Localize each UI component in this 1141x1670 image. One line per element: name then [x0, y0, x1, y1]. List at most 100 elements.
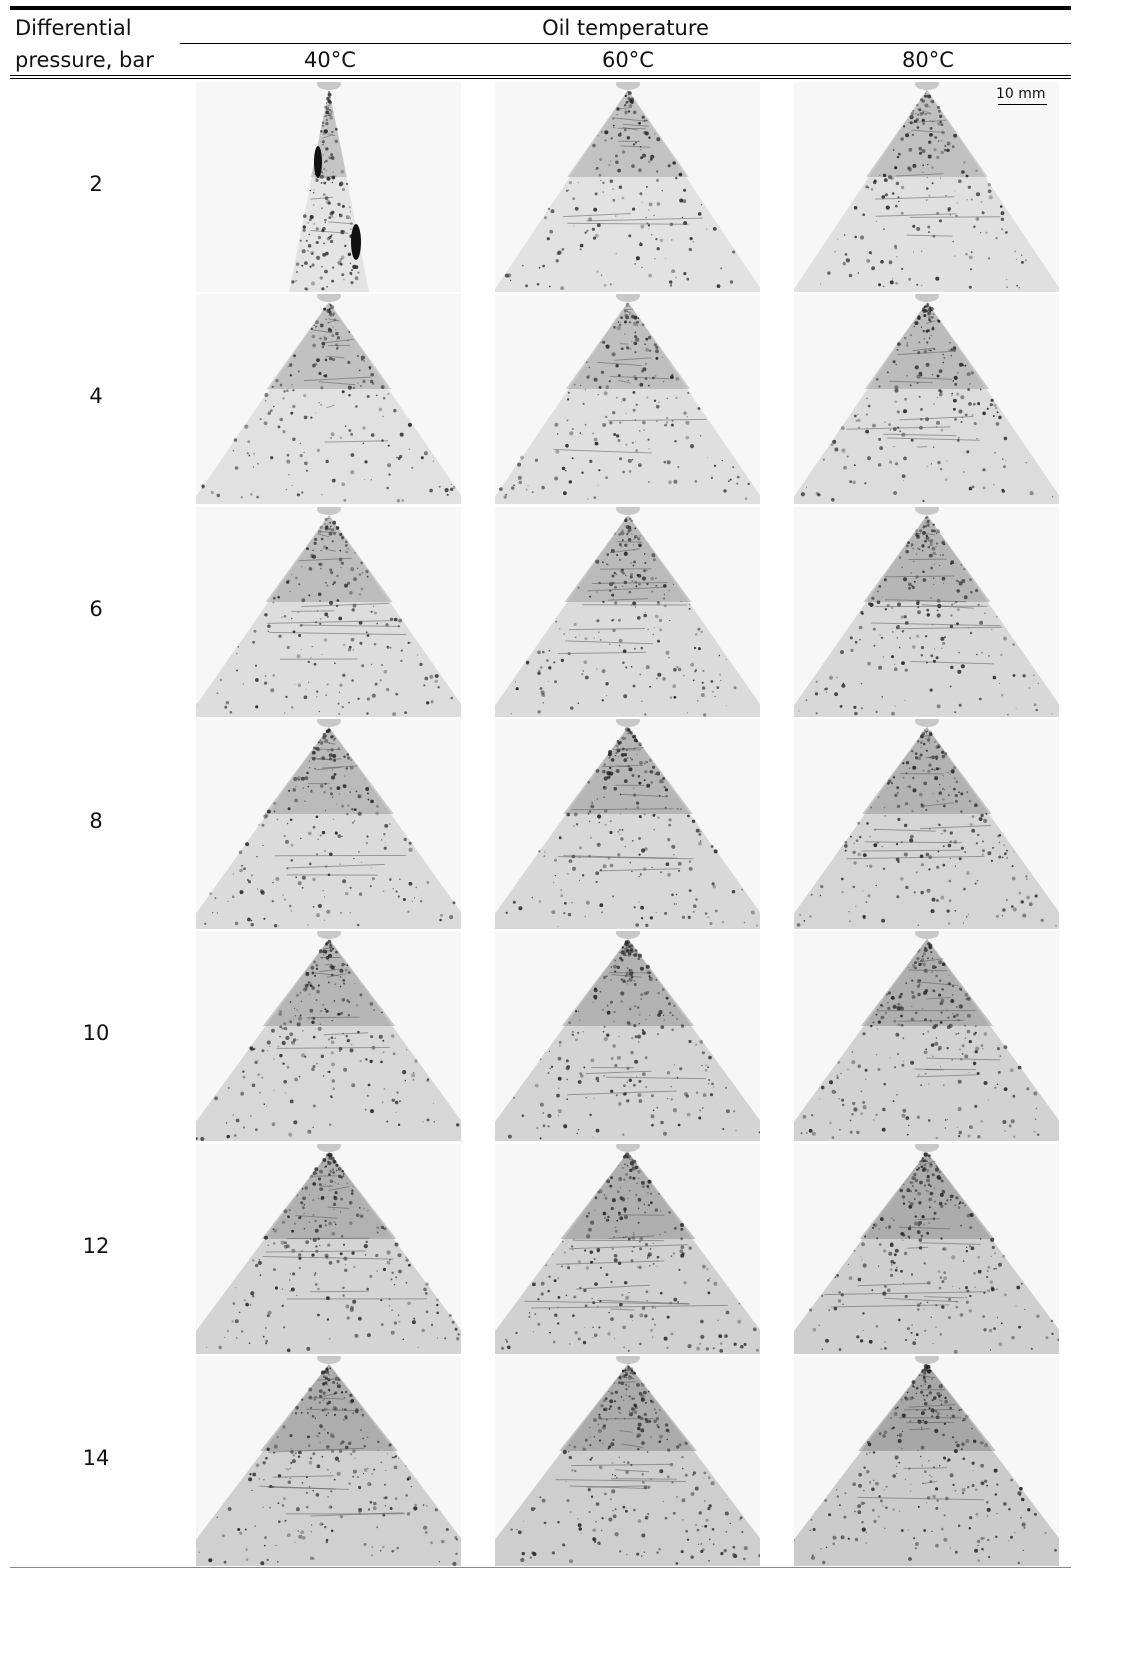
droplet — [888, 779, 892, 783]
droplet — [635, 738, 637, 740]
droplet — [633, 1508, 636, 1511]
droplet — [391, 1034, 394, 1037]
droplet — [887, 372, 889, 374]
droplet — [551, 1066, 553, 1068]
droplet — [667, 1448, 670, 1451]
droplet — [314, 1274, 316, 1276]
droplet — [605, 386, 609, 390]
droplet — [964, 1055, 968, 1059]
droplet — [351, 679, 354, 682]
droplet — [239, 869, 243, 873]
droplet — [829, 1122, 831, 1124]
droplet — [644, 1413, 647, 1416]
droplet — [619, 422, 621, 424]
droplet — [941, 123, 944, 126]
droplet — [650, 1328, 653, 1331]
droplet — [680, 808, 681, 809]
droplet — [893, 360, 896, 363]
droplet — [235, 1287, 236, 1288]
droplet — [977, 834, 979, 836]
droplet — [922, 955, 924, 957]
droplet — [753, 1327, 757, 1331]
droplet — [869, 1339, 873, 1343]
droplet — [1031, 1347, 1033, 1349]
droplet — [889, 260, 893, 264]
ligament — [917, 447, 927, 448]
droplet — [234, 1134, 237, 1137]
droplet — [947, 1119, 948, 1120]
droplet — [900, 137, 904, 141]
droplet — [673, 161, 676, 164]
droplet — [360, 994, 363, 997]
droplet — [423, 684, 425, 686]
droplet — [687, 392, 689, 394]
droplet — [623, 694, 627, 698]
droplet — [622, 829, 624, 831]
droplet — [1001, 228, 1003, 230]
droplet — [923, 1529, 926, 1532]
droplet — [854, 843, 855, 844]
droplet — [829, 675, 833, 679]
droplet — [608, 164, 610, 166]
droplet — [329, 787, 332, 790]
droplet — [866, 1542, 867, 1543]
droplet — [354, 1402, 355, 1403]
droplet — [849, 920, 851, 922]
droplet — [955, 865, 956, 866]
droplet — [325, 222, 326, 223]
droplet — [955, 910, 957, 912]
droplet — [351, 1083, 355, 1087]
droplet — [326, 200, 330, 204]
droplet — [737, 1319, 741, 1323]
droplet — [611, 1392, 614, 1395]
droplet — [1035, 1119, 1037, 1121]
droplet — [888, 1251, 892, 1255]
droplet — [649, 203, 653, 207]
droplet — [919, 152, 922, 155]
droplet — [657, 1266, 658, 1267]
droplet — [301, 777, 305, 781]
droplet — [929, 1206, 931, 1208]
droplet — [309, 760, 311, 762]
droplet — [622, 1134, 624, 1136]
droplet — [940, 391, 943, 394]
droplet — [932, 897, 936, 901]
droplet — [646, 1185, 649, 1188]
droplet — [955, 800, 958, 803]
droplet — [669, 280, 672, 283]
droplet — [919, 1238, 923, 1242]
droplet — [293, 777, 297, 781]
droplet — [230, 710, 233, 713]
droplet — [360, 1214, 363, 1217]
droplet — [301, 566, 302, 567]
droplet — [945, 1202, 947, 1204]
droplet — [982, 849, 985, 852]
droplet — [298, 1455, 300, 1457]
droplet — [686, 1095, 689, 1098]
droplet — [987, 1289, 990, 1292]
droplet — [924, 1051, 928, 1055]
droplet — [348, 253, 351, 256]
droplet — [389, 1305, 390, 1306]
droplet — [539, 267, 541, 269]
droplet — [924, 315, 926, 317]
droplet — [320, 1024, 321, 1025]
droplet — [351, 1189, 353, 1191]
droplet — [625, 1173, 628, 1176]
droplet — [873, 843, 877, 847]
droplet — [296, 271, 298, 273]
droplet — [620, 316, 623, 319]
droplet — [648, 229, 649, 230]
droplet — [906, 1116, 910, 1120]
droplet — [554, 680, 557, 683]
droplet — [1013, 1136, 1015, 1138]
droplet — [659, 1435, 663, 1439]
droplet — [849, 481, 852, 484]
droplet — [923, 952, 926, 955]
droplet — [879, 1243, 882, 1246]
droplet — [572, 1314, 575, 1317]
droplet — [639, 383, 643, 387]
droplet — [367, 575, 369, 577]
droplet — [672, 1015, 674, 1017]
droplet — [592, 1530, 593, 1531]
